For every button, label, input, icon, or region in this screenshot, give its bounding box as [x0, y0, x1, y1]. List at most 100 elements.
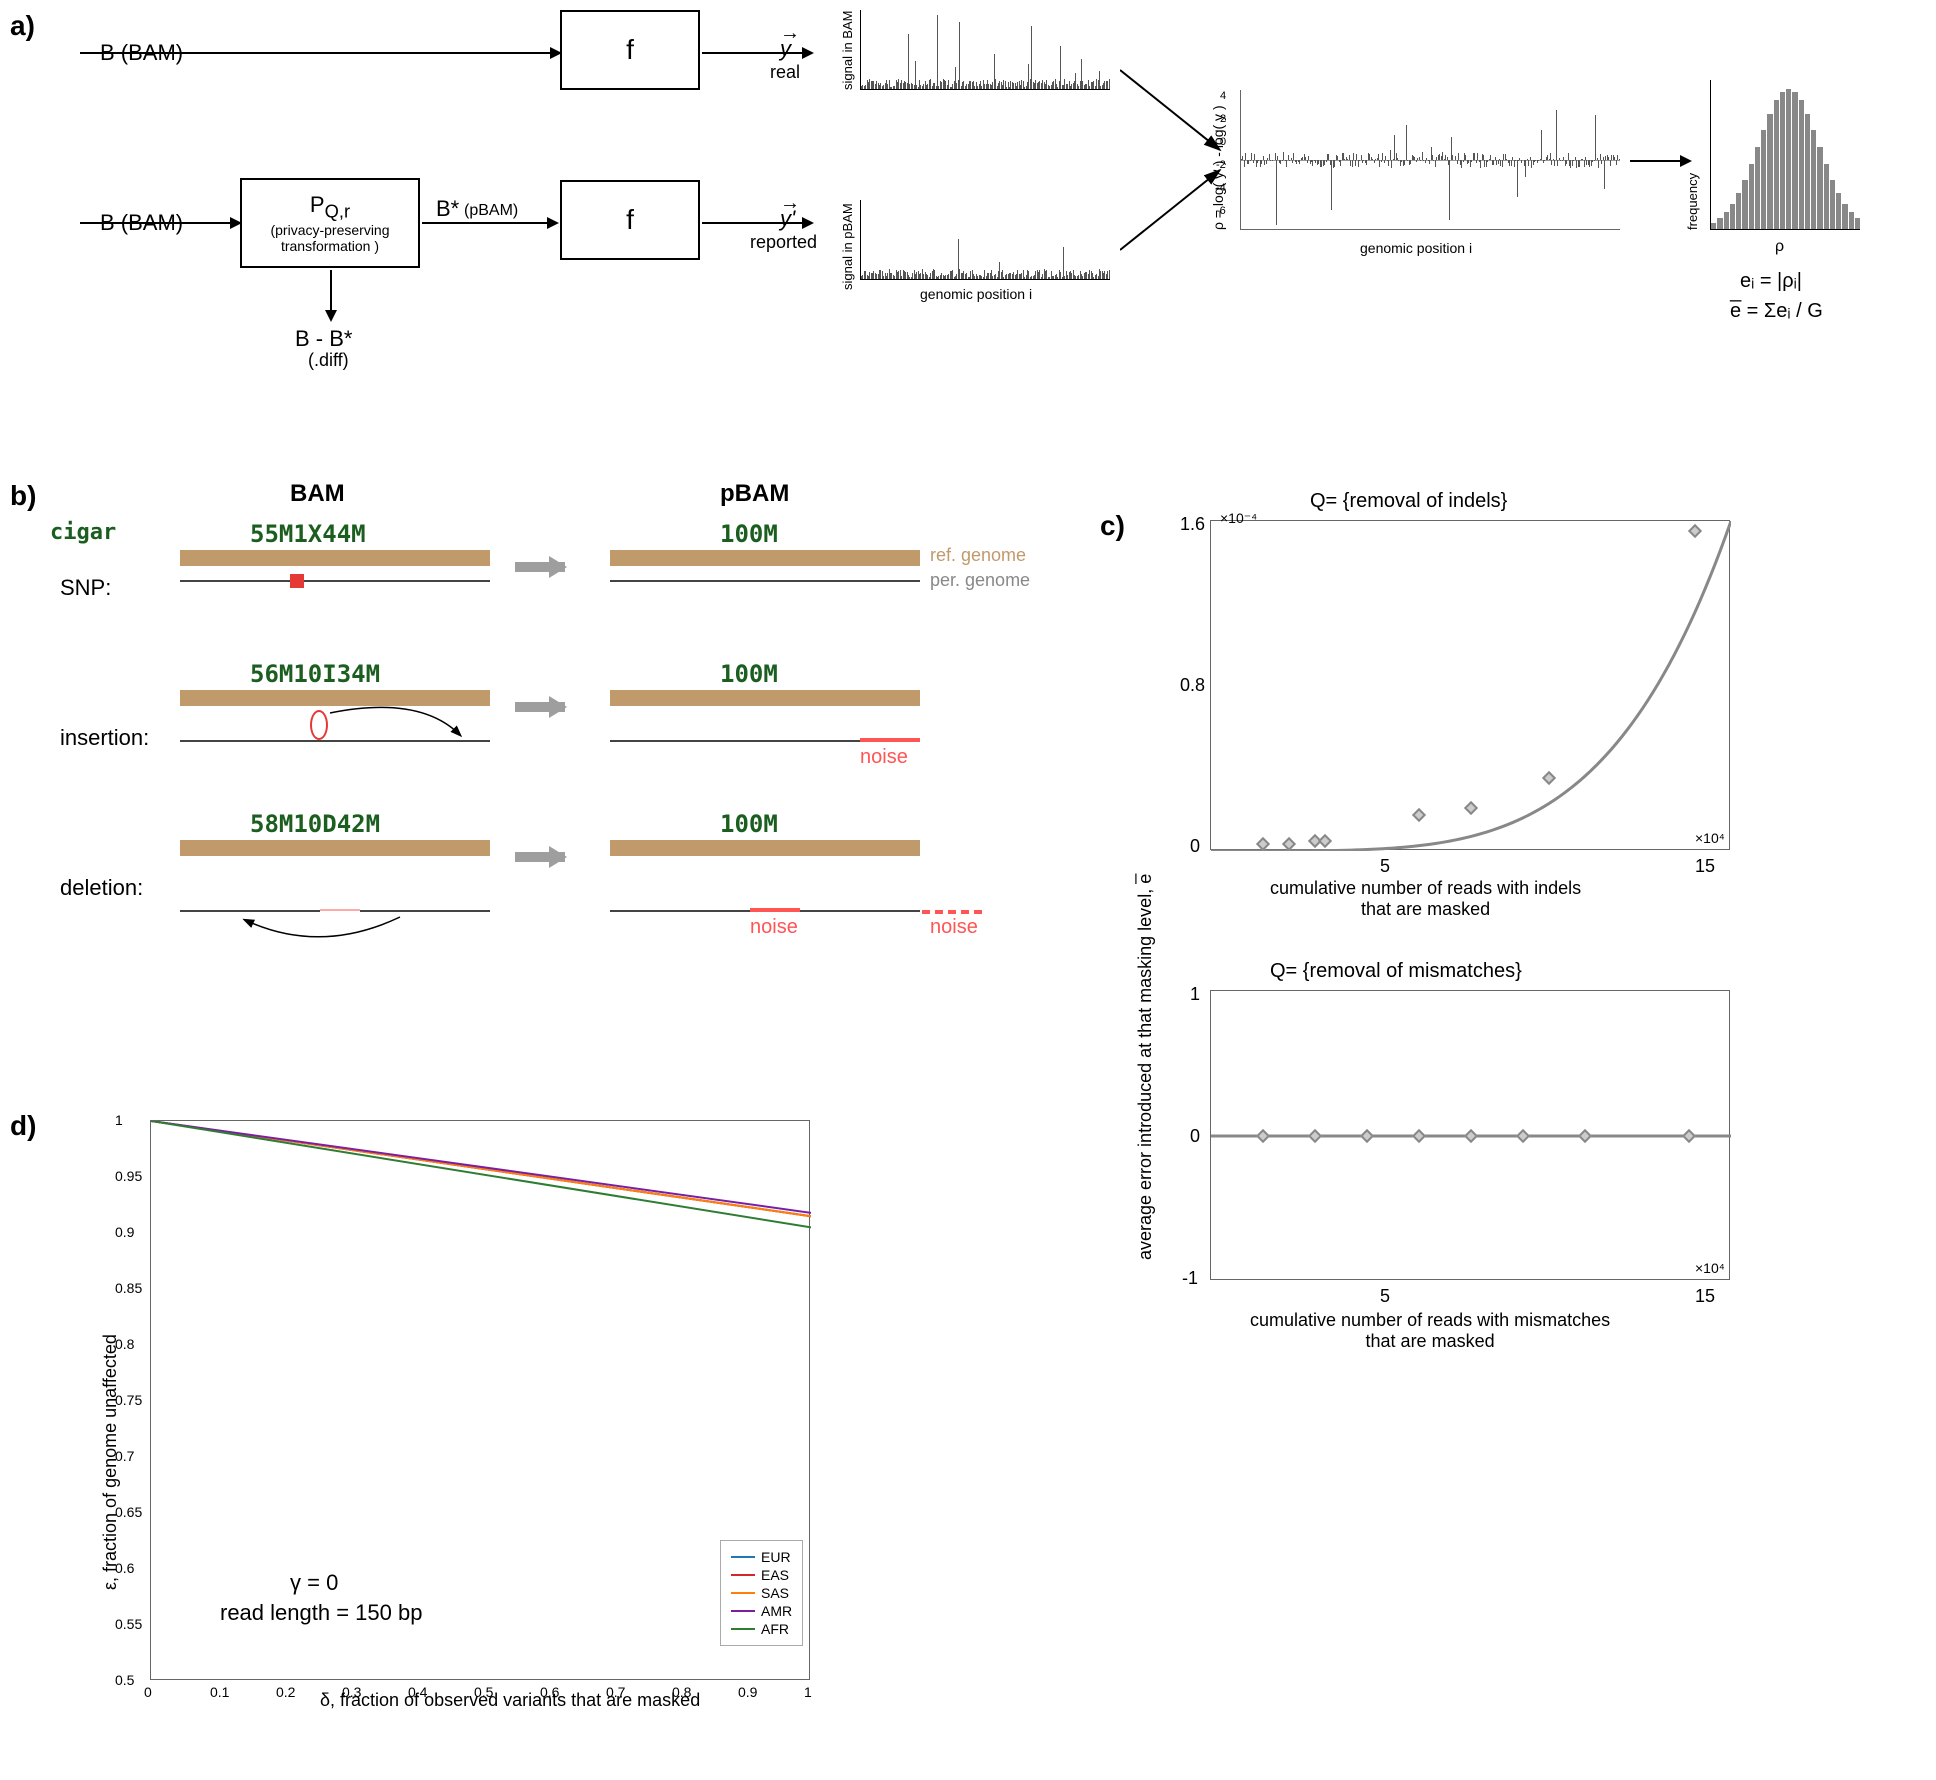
c1-xlab: cumulative number of reads with indels t… [1270, 878, 1581, 920]
noise-del-label2: noise [930, 916, 978, 939]
del-gap [320, 909, 360, 911]
d-legend: EUREASSASAMRAFR [720, 1540, 803, 1646]
d-yt-1: 0.55 [115, 1616, 142, 1632]
center-plot [1240, 90, 1620, 230]
d-yt-5: 0.75 [115, 1392, 142, 1408]
panel-d-label: d) [10, 1110, 36, 1142]
cty4: -2 [1216, 159, 1226, 171]
eq2: e̅ = Σeᵢ / G [1730, 300, 1823, 323]
arrow-p-to-f [422, 222, 557, 224]
cigar-ins-bam: 56M10I34M [250, 660, 380, 688]
legend-per: per. genome [930, 570, 1030, 591]
read-snp-pbam [610, 580, 920, 582]
d-yt-6: 0.8 [115, 1336, 134, 1352]
arrow-to-hist [1630, 160, 1690, 162]
c1-xt2: 15 [1695, 856, 1715, 877]
chart-c2 [1210, 990, 1730, 1280]
d-xt-9: 0.9 [738, 1684, 757, 1700]
p-title: PQ,r [310, 192, 350, 222]
legend-EAS: EAS [731, 1567, 792, 1583]
legend-SAS: SAS [731, 1585, 792, 1601]
mini-bot-ylab: signal in pBAM [840, 203, 855, 290]
d-xt-4: 0.4 [408, 1684, 427, 1700]
d-xt-7: 0.7 [606, 1684, 625, 1700]
mini-plot-top [860, 10, 1110, 90]
arrow-f-to-y-bot [702, 222, 812, 224]
c2-yt2: 0 [1190, 1126, 1200, 1147]
c-ylab: average error introduced at that masking… [1135, 560, 1156, 1260]
c1-title: Q= {removal of indels} [1310, 490, 1507, 513]
read-del-bam-1 [180, 910, 320, 912]
c2-xlab: cumulative number of reads with mismatch… [1250, 1310, 1610, 1352]
d-xlab: δ, fraction of observed variants that ar… [320, 1690, 700, 1711]
arrow-f-to-y-top [702, 52, 812, 54]
c2-xt1: 5 [1380, 1286, 1390, 1307]
panel-a-label: a) [10, 10, 35, 42]
y-bot: y' [780, 206, 795, 232]
hist-xlab: ρ [1775, 238, 1784, 256]
cigar-del-bam: 58M10D42M [250, 810, 380, 838]
c2-xexp: ×10⁴ [1695, 1260, 1725, 1276]
d-yt-3: 0.65 [115, 1504, 142, 1520]
ref-del-bam [180, 840, 490, 856]
c1-xexp: ×10⁴ [1695, 830, 1725, 846]
noise-ins [860, 738, 920, 742]
snp-mark [290, 574, 304, 588]
legend-AMR: AMR [731, 1603, 792, 1619]
noise-del-1 [750, 908, 800, 912]
hist-ylab: frequency [1685, 173, 1700, 230]
p-box: PQ,r (privacy-preserving transformation … [240, 178, 420, 268]
hist-plot [1710, 80, 1860, 230]
chart-c1 [1210, 520, 1730, 850]
d-yt-10: 1 [115, 1112, 123, 1128]
bstar-sub: (pBAM) [464, 202, 518, 220]
y-top: y [780, 36, 791, 62]
cty6: -6 [1216, 205, 1226, 217]
d-xt-10: 1 [804, 1684, 812, 1700]
d-xt-2: 0.2 [276, 1684, 295, 1700]
d-xt-6: 0.6 [540, 1684, 559, 1700]
p-line3: transformation ) [281, 238, 379, 254]
fbox-bot: f [560, 180, 700, 260]
cigar-snp-pbam: 100M [720, 520, 778, 548]
arrow-to-diff [330, 270, 332, 320]
c2-title: Q= {removal of mismatches} [1270, 960, 1522, 983]
del-curve [240, 915, 410, 955]
ref-snp-pbam [610, 550, 920, 566]
d-yt-2: 0.6 [115, 1560, 134, 1576]
cigar-ins-pbam: 100M [720, 660, 778, 688]
read-snp-bam [180, 580, 490, 582]
row-snp: SNP: [60, 575, 111, 601]
ins-curve [320, 705, 470, 745]
d-xt-8: 0.8 [672, 1684, 691, 1700]
c2-xt2: 15 [1695, 1286, 1715, 1307]
cigar-label: cigar [50, 520, 116, 545]
noise-del-2 [922, 910, 982, 914]
d-yt-9: 0.95 [115, 1168, 142, 1184]
d-yt-0: 0.5 [115, 1672, 134, 1688]
arr-del [515, 852, 565, 862]
noise-ins-label: noise [860, 746, 908, 769]
legend-ref: ref. genome [930, 545, 1026, 566]
panel-b-label: b) [10, 480, 36, 512]
mini-xlab: genomic position i [920, 286, 1032, 302]
d-xt-1: 0.1 [210, 1684, 229, 1700]
cigar-del-pbam: 100M [720, 810, 778, 838]
d-xt-3: 0.3 [342, 1684, 361, 1700]
d-yt-7: 0.85 [115, 1280, 142, 1296]
d-xt-5: 0.5 [474, 1684, 493, 1700]
center-xlab: genomic position i [1360, 240, 1472, 256]
d-xt-0: 0 [144, 1684, 152, 1700]
cty1: 4 [1220, 90, 1226, 102]
legend-EUR: EUR [731, 1549, 792, 1565]
y-bot-sub: reported [750, 232, 817, 253]
fbox-top: f [560, 10, 700, 90]
c1-yexp: ×10⁻⁴ [1220, 510, 1257, 527]
noise-del-label1: noise [750, 916, 798, 939]
d-annot2: read length = 150 bp [220, 1600, 422, 1626]
mini-top-ylab: signal in BAM [840, 11, 855, 90]
c1-xt1: 5 [1380, 856, 1390, 877]
arrow-bam-to-f-top [80, 52, 560, 54]
arr-ins [515, 702, 565, 712]
arrow-bam-to-p [80, 222, 240, 224]
